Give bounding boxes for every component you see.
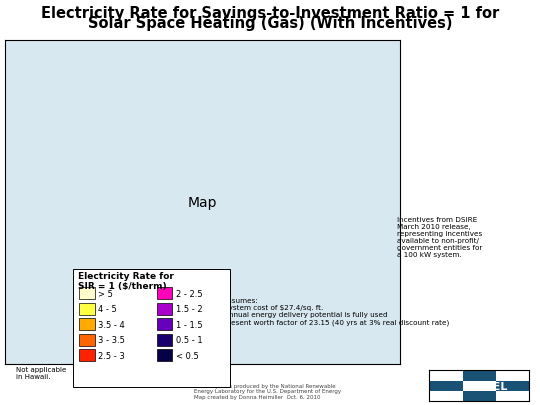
Text: This map was produced by the National Renewable
Energy Laboratory for the U.S. D: This map was produced by the National Re… [194, 383, 341, 399]
Text: 3 - 3.5: 3 - 3.5 [98, 335, 125, 344]
Text: < 0.5: < 0.5 [176, 351, 198, 360]
Text: Electricity Rate for Savings-to-Investment Ratio = 1 for: Electricity Rate for Savings-to-Investme… [41, 6, 499, 21]
Text: Map: Map [188, 196, 217, 209]
Text: 4 - 5: 4 - 5 [98, 305, 117, 313]
Text: Incentives from DSIRE
March 2010 release,
representing incentives
available to n: Incentives from DSIRE March 2010 release… [397, 217, 482, 258]
Text: NREL: NREL [475, 381, 508, 391]
Text: 2.5 - 3: 2.5 - 3 [98, 351, 125, 360]
Text: 3.5 - 4: 3.5 - 4 [98, 320, 125, 329]
Text: 2 - 2.5: 2 - 2.5 [176, 289, 202, 298]
Text: Assumes:
System cost of $27.4/sq. ft.
Annual energy delivery potential is fully : Assumes: System cost of $27.4/sq. ft. An… [224, 298, 449, 325]
Text: 1.5 - 2: 1.5 - 2 [176, 305, 202, 313]
Bar [429, 371, 463, 381]
Text: Not applicable
in Hawaii.: Not applicable in Hawaii. [16, 367, 66, 379]
Text: 1 - 1.5: 1 - 1.5 [176, 320, 202, 329]
Bar [429, 391, 463, 401]
Bar [463, 381, 496, 391]
Bar [496, 371, 529, 381]
Bar [496, 391, 529, 401]
Text: Electricity Rate for
SIR = 1 ($/therm): Electricity Rate for SIR = 1 ($/therm) [78, 271, 174, 291]
Text: 0.5 - 1: 0.5 - 1 [176, 335, 202, 344]
Text: Solar Space Heating (Gas) (With Incentives): Solar Space Heating (Gas) (With Incentiv… [87, 16, 453, 31]
Text: > 5: > 5 [98, 289, 113, 298]
